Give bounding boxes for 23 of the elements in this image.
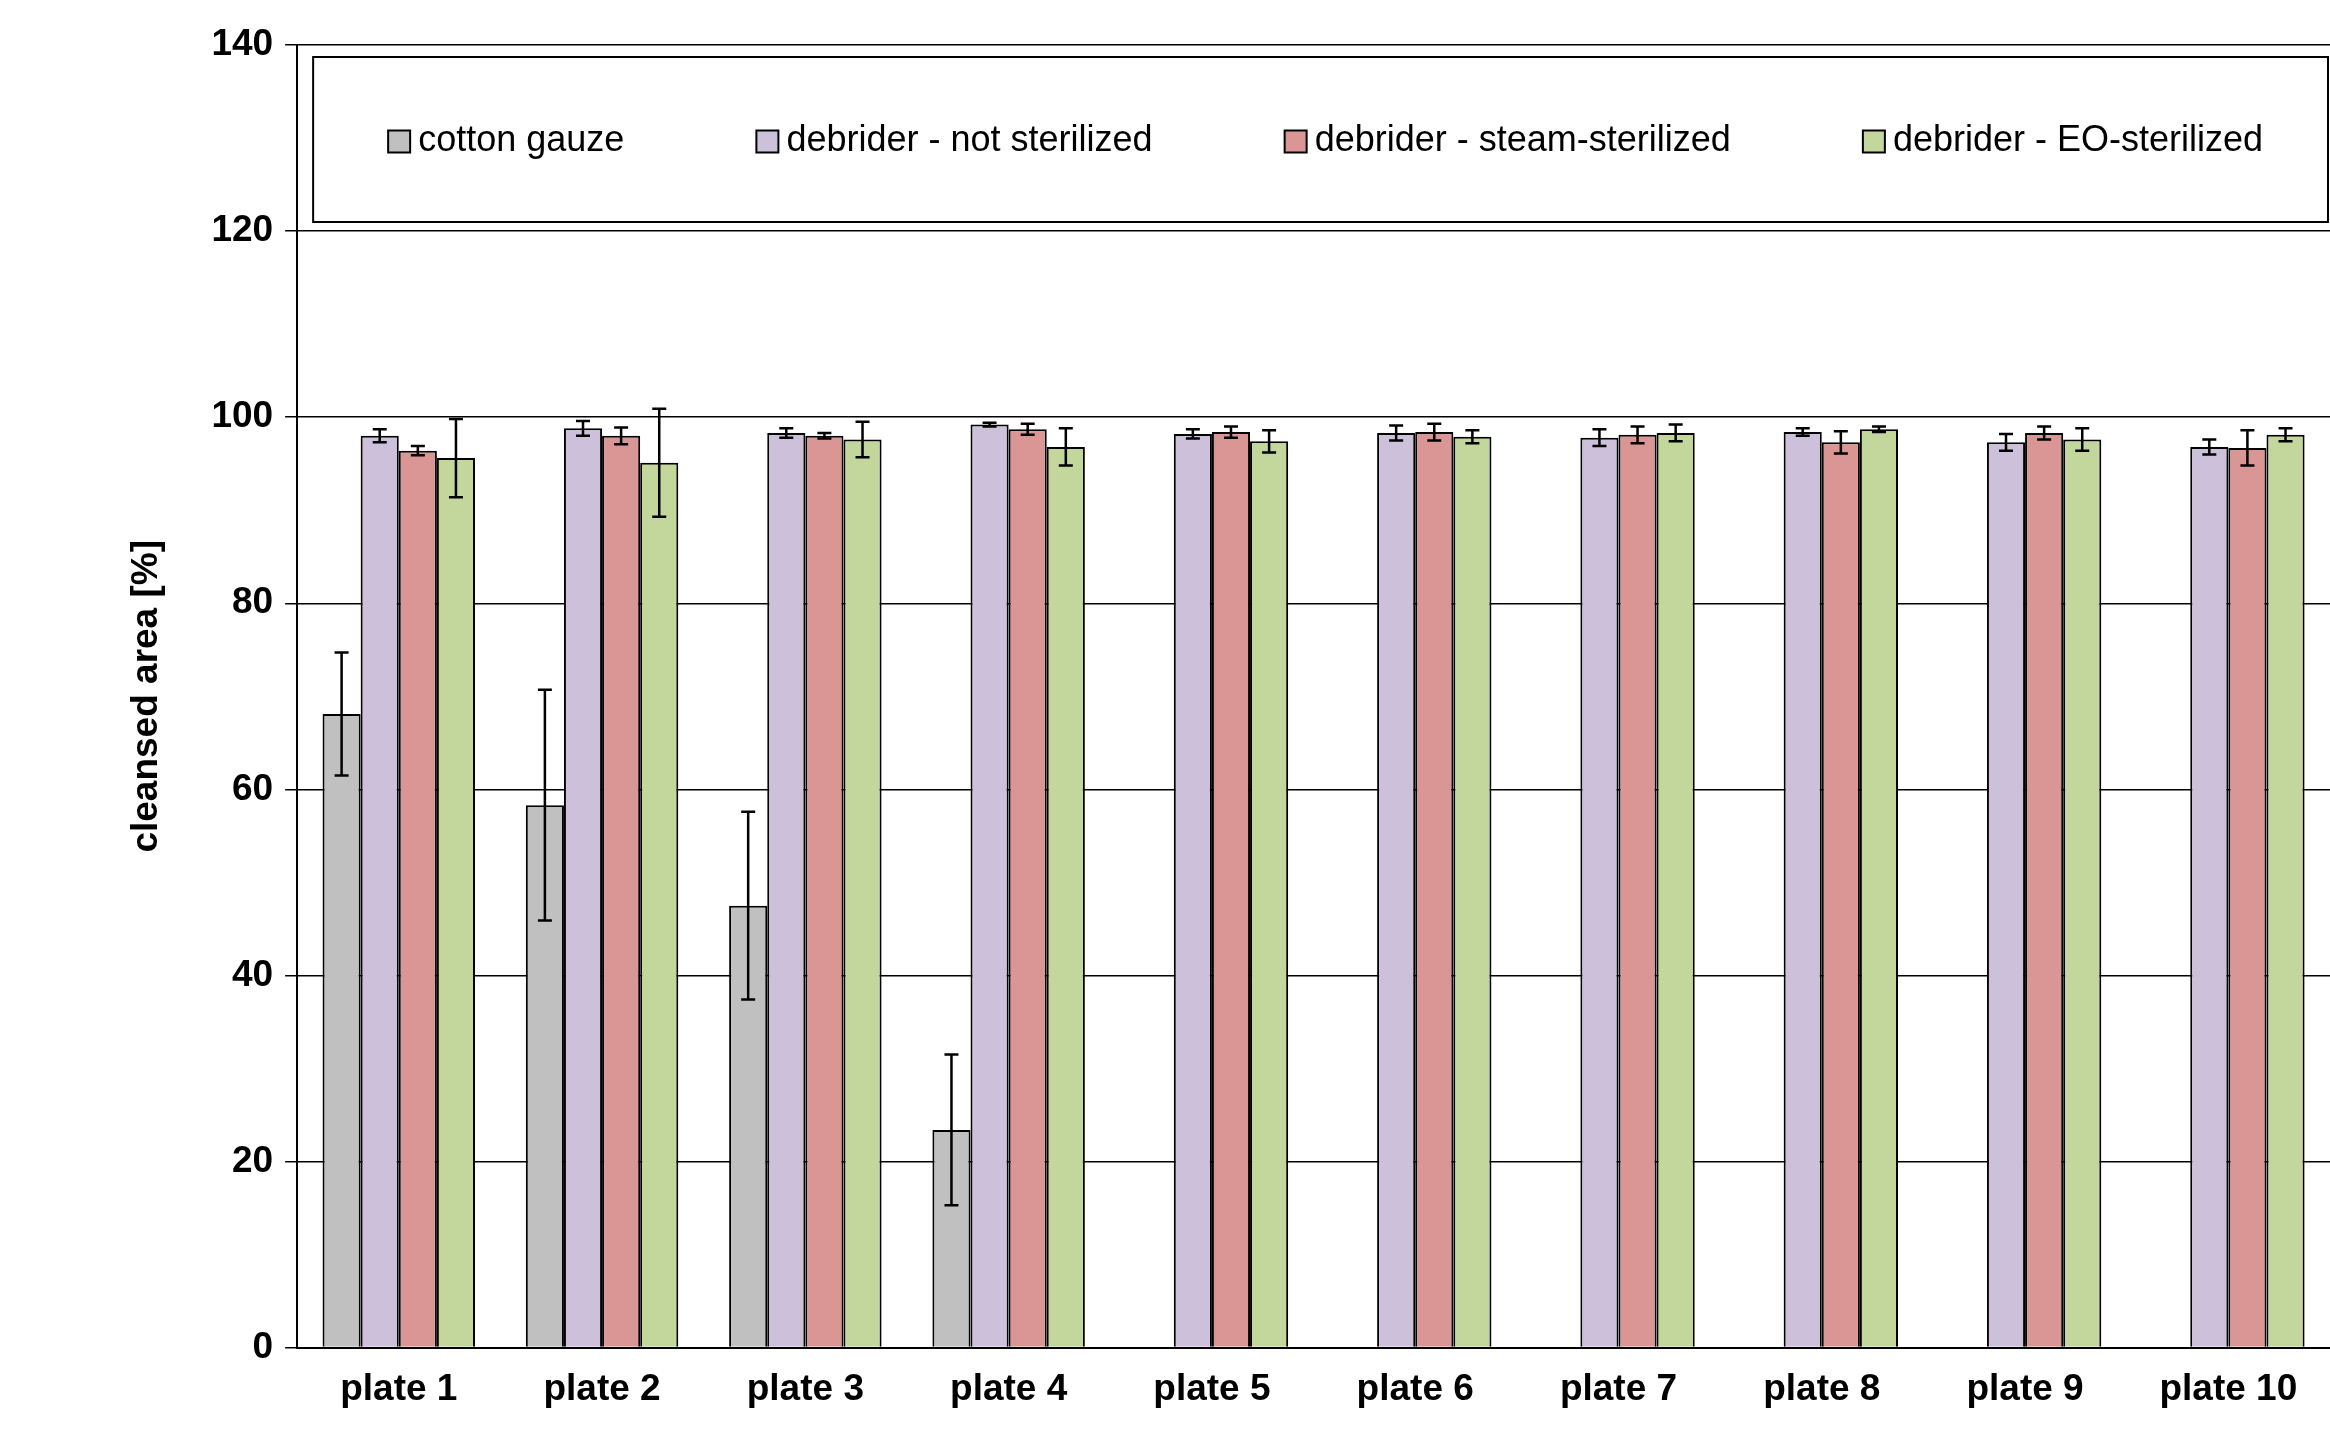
y-tick-label: 100 bbox=[211, 394, 274, 436]
y-axis-title: cleansed area [%] bbox=[124, 540, 166, 853]
y-tick-label: 120 bbox=[211, 208, 274, 250]
x-tick-label: plate 4 bbox=[950, 1367, 1068, 1408]
legend-label: cotton gauze bbox=[418, 118, 625, 160]
x-tick-label: plate 5 bbox=[1153, 1367, 1271, 1408]
legend-label: debrider - EO-sterilized bbox=[1892, 118, 2263, 160]
x-tick-label: plate 9 bbox=[1966, 1367, 2084, 1408]
y-tick-label: 60 bbox=[231, 766, 274, 808]
legend-label: debrider - not sterilized bbox=[786, 118, 1153, 160]
x-tick-label: plate 8 bbox=[1763, 1367, 1881, 1408]
x-tick-label: plate 3 bbox=[746, 1367, 864, 1408]
x-tick-label: plate 1 bbox=[340, 1367, 458, 1408]
y-tick-label: 80 bbox=[231, 580, 274, 622]
x-tick-label: plate 6 bbox=[1356, 1367, 1474, 1408]
y-tick-label: 20 bbox=[231, 1138, 274, 1180]
x-tick-label: plate 10 bbox=[2159, 1367, 2298, 1408]
y-tick-label: 140 bbox=[211, 22, 274, 64]
x-tick-label: plate 7 bbox=[1559, 1367, 1678, 1408]
y-tick-label: 0 bbox=[252, 1324, 274, 1366]
y-tick-label: 40 bbox=[231, 952, 274, 994]
x-tick-label: plate 2 bbox=[543, 1367, 661, 1408]
legend-label: debrider - steam-sterilized bbox=[1314, 118, 1731, 160]
